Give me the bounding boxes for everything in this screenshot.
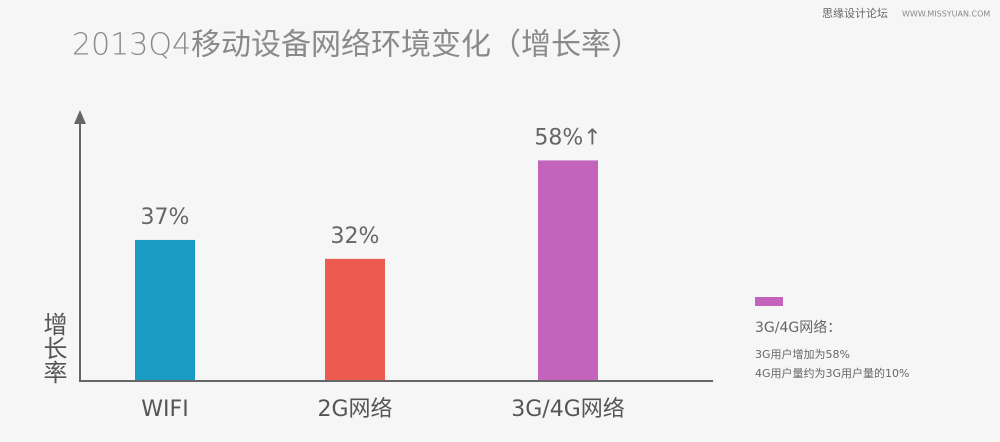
value-label: 32%	[331, 224, 380, 249]
watermark-url: WWW.MISSYUAN.COM	[902, 10, 990, 19]
x-tick-label: 2G网络	[317, 397, 392, 422]
y-axis-label: 增长率	[39, 312, 67, 384]
y-axis-arrow	[74, 110, 86, 124]
legend-note: 4G用户量约为3G用户量的10%	[755, 366, 910, 380]
x-tick-label: WIFI	[141, 397, 188, 422]
value-label: 37%	[141, 205, 190, 230]
legend-title: 3G/4G网络：	[755, 320, 841, 336]
chart-title: 2013Q4移动设备网络环境变化（增长率）	[72, 28, 641, 63]
bar	[135, 239, 195, 380]
bar	[325, 258, 385, 380]
value-label: 58%↑	[534, 125, 601, 150]
legend-note: 3G用户增加为58%	[755, 347, 850, 361]
bar	[538, 160, 598, 380]
watermark-site: 思缘设计论坛	[822, 6, 888, 20]
x-tick-label: 3G/4G网络	[511, 397, 625, 422]
legend-swatch	[755, 297, 783, 306]
